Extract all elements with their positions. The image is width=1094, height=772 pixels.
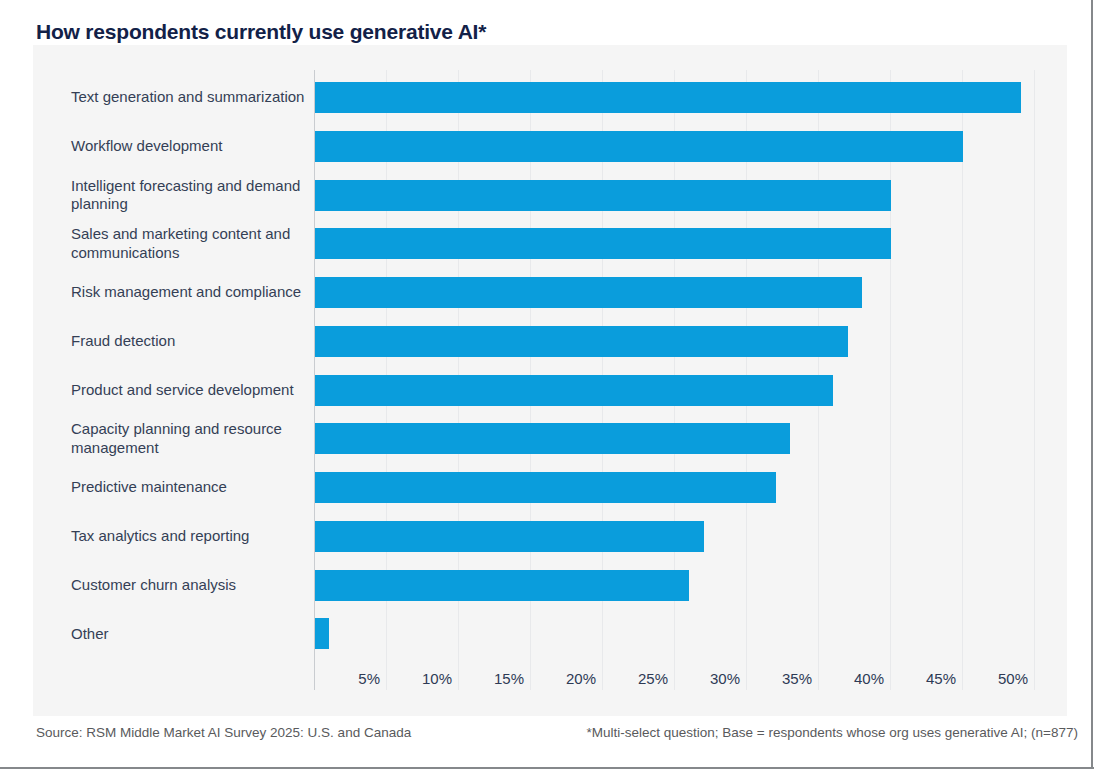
bar bbox=[315, 570, 689, 601]
category-label: Text generation and summarization bbox=[71, 82, 311, 113]
category-label: Product and service development bbox=[71, 375, 311, 406]
category-label: Workflow development bbox=[71, 131, 311, 162]
page-title: How respondents currently use generative… bbox=[36, 20, 486, 44]
x-tick-label: 5% bbox=[320, 670, 380, 690]
category-label: Capacity planning and resource managemen… bbox=[71, 423, 311, 454]
bar bbox=[315, 521, 704, 552]
bar bbox=[315, 326, 848, 357]
bar bbox=[315, 180, 891, 211]
x-tick-label: 15% bbox=[464, 670, 524, 690]
x-tick-label: 25% bbox=[608, 670, 668, 690]
bar bbox=[315, 472, 776, 503]
bar bbox=[315, 228, 891, 259]
category-label: Intelligent forecasting and demand plann… bbox=[71, 180, 311, 211]
category-label: Predictive maintenance bbox=[71, 472, 311, 503]
category-label: Customer churn analysis bbox=[71, 570, 311, 601]
x-tick-label: 40% bbox=[824, 670, 884, 690]
bar bbox=[315, 375, 833, 406]
category-label: Risk management and compliance bbox=[71, 277, 311, 308]
plot-area: 5% 10% 15% 20% 25% 30% 35% 40% 45% 50% bbox=[314, 70, 1060, 690]
category-label: Fraud detection bbox=[71, 326, 311, 357]
gridline bbox=[890, 70, 891, 690]
gridline bbox=[962, 70, 963, 690]
bar bbox=[315, 131, 963, 162]
bottom-border-line bbox=[0, 767, 1094, 769]
x-tick-label: 50% bbox=[968, 670, 1028, 690]
footnote-text: *Multi-select question; Base = responden… bbox=[586, 725, 1078, 740]
category-label: Other bbox=[71, 618, 311, 649]
right-border-line bbox=[1091, 0, 1093, 769]
gridline bbox=[1034, 70, 1035, 690]
category-label: Tax analytics and reporting bbox=[71, 521, 311, 552]
bar bbox=[315, 423, 790, 454]
bar bbox=[315, 618, 329, 649]
chart-panel: 5% 10% 15% 20% 25% 30% 35% 40% 45% 50% Text gener… bbox=[33, 45, 1067, 716]
x-tick-label: 30% bbox=[680, 670, 740, 690]
bar bbox=[315, 277, 862, 308]
category-label: Sales and marketing content and communic… bbox=[71, 228, 311, 259]
x-tick-label: 10% bbox=[392, 670, 452, 690]
x-tick-label: 45% bbox=[896, 670, 956, 690]
x-tick-label: 20% bbox=[536, 670, 596, 690]
source-text: Source: RSM Middle Market AI Survey 2025… bbox=[36, 725, 411, 740]
bar bbox=[315, 82, 1021, 113]
x-tick-label: 35% bbox=[752, 670, 812, 690]
